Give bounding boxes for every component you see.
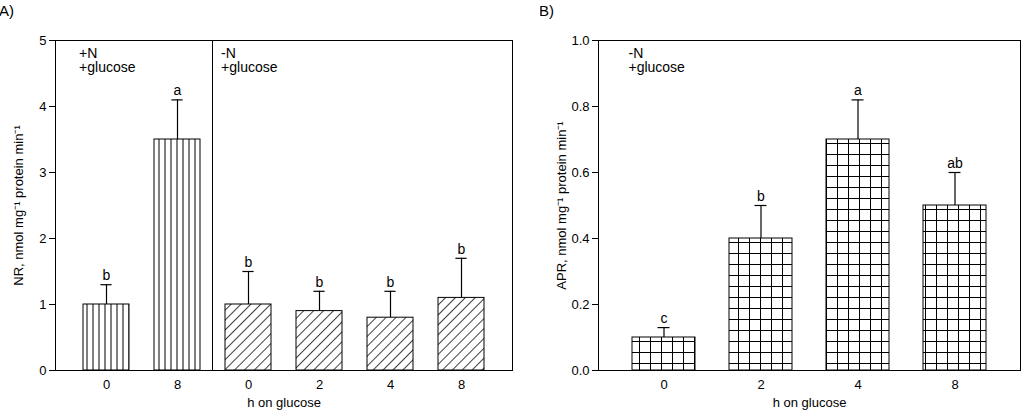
svg-text:b: b [387, 274, 395, 290]
svg-text:-N+glucose: -N+glucose [628, 45, 685, 75]
svg-text:h on glucose: h on glucose [247, 395, 321, 410]
svg-text:APR, nmol mg⁻¹ protein min⁻¹: APR, nmol mg⁻¹ protein min⁻¹ [554, 121, 569, 290]
svg-text:0: 0 [245, 377, 252, 392]
svg-text:0: 0 [103, 377, 110, 392]
svg-text:0.8: 0.8 [571, 99, 589, 114]
svg-text:b: b [245, 254, 253, 270]
svg-text:0.2: 0.2 [571, 297, 589, 312]
svg-text:b: b [757, 188, 765, 204]
svg-text:5: 5 [39, 33, 46, 48]
svg-text:3: 3 [39, 165, 46, 180]
svg-text:ab: ab [947, 155, 963, 171]
svg-text:(B): (B) [540, 2, 554, 19]
svg-text:b: b [316, 274, 324, 290]
svg-text:0.6: 0.6 [571, 165, 589, 180]
svg-text:b: b [103, 267, 111, 283]
svg-text:2: 2 [39, 231, 46, 246]
svg-text:8: 8 [174, 377, 181, 392]
svg-text:a: a [854, 82, 862, 98]
svg-text:a: a [174, 82, 182, 98]
svg-text:-N+glucose: -N+glucose [221, 45, 278, 75]
svg-text:1: 1 [39, 297, 46, 312]
svg-text:c: c [661, 310, 668, 326]
svg-text:0.0: 0.0 [571, 363, 589, 378]
svg-text:2: 2 [757, 377, 764, 392]
svg-text:4: 4 [387, 377, 394, 392]
svg-text:0.4: 0.4 [571, 231, 589, 246]
svg-text:0: 0 [39, 363, 46, 378]
svg-text:NR, nmol mg⁻¹ protein min⁻¹: NR, nmol mg⁻¹ protein min⁻¹ [11, 125, 26, 286]
svg-text:h on glucose: h on glucose [773, 395, 847, 410]
svg-text:2: 2 [316, 377, 323, 392]
svg-text:(A): (A) [0, 2, 14, 19]
svg-text:8: 8 [458, 377, 465, 392]
svg-text:1.0: 1.0 [571, 33, 589, 48]
svg-text:+N+glucose: +N+glucose [79, 45, 136, 75]
svg-text:0: 0 [660, 377, 667, 392]
svg-text:4: 4 [39, 99, 46, 114]
svg-text:8: 8 [951, 377, 958, 392]
svg-text:b: b [458, 241, 466, 257]
svg-text:4: 4 [854, 377, 861, 392]
